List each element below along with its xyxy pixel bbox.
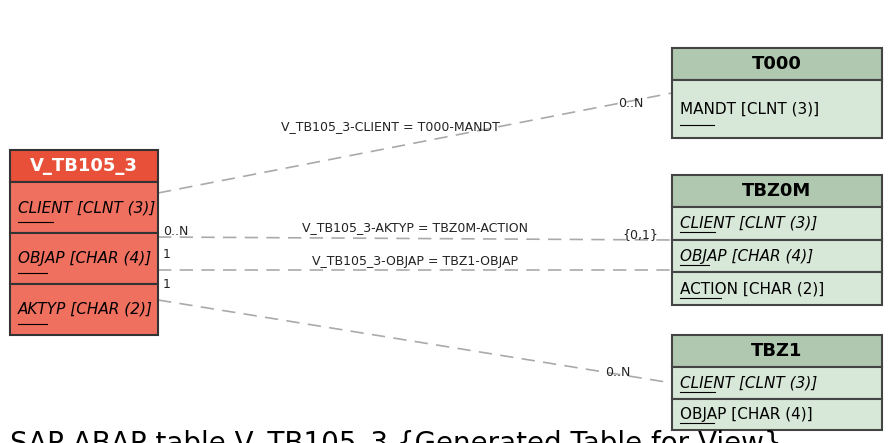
Text: SAP ABAP table V_TB105_3 {Generated Table for View}: SAP ABAP table V_TB105_3 {Generated Tabl… xyxy=(10,430,781,443)
Text: ACTION [CHAR (2)]: ACTION [CHAR (2)] xyxy=(680,281,824,296)
Bar xyxy=(672,207,882,240)
Text: V_TB105_3-AKTYP = TBZ0M-ACTION: V_TB105_3-AKTYP = TBZ0M-ACTION xyxy=(302,222,528,234)
Text: V_TB105_3: V_TB105_3 xyxy=(30,157,138,175)
Bar xyxy=(10,150,158,182)
Text: OBJAP [CHAR (4)]: OBJAP [CHAR (4)] xyxy=(18,251,151,266)
Bar xyxy=(10,284,158,335)
Text: V_TB105_3-OBJAP = TBZ1-OBJAP: V_TB105_3-OBJAP = TBZ1-OBJAP xyxy=(312,256,518,268)
Bar xyxy=(672,240,882,272)
Bar xyxy=(672,175,882,207)
Bar xyxy=(672,367,882,399)
Text: V_TB105_3-CLIENT = T000-MANDT: V_TB105_3-CLIENT = T000-MANDT xyxy=(280,120,499,133)
Text: AKTYP [CHAR (2)]: AKTYP [CHAR (2)] xyxy=(18,302,153,317)
Text: OBJAP [CHAR (4)]: OBJAP [CHAR (4)] xyxy=(680,249,814,264)
Text: T000: T000 xyxy=(752,55,802,73)
Bar xyxy=(672,335,882,367)
Text: CLIENT [CLNT (3)]: CLIENT [CLNT (3)] xyxy=(680,216,817,231)
Bar xyxy=(672,48,882,80)
Text: CLIENT [CLNT (3)]: CLIENT [CLNT (3)] xyxy=(18,200,155,215)
Text: TBZ1: TBZ1 xyxy=(751,342,803,360)
Bar xyxy=(672,80,882,138)
Bar xyxy=(672,399,882,430)
Text: 1: 1 xyxy=(163,249,171,261)
Text: 0..N: 0..N xyxy=(605,366,630,380)
Text: TBZ0M: TBZ0M xyxy=(742,182,812,200)
Text: {0,1}: {0,1} xyxy=(622,229,658,241)
Text: 0..N: 0..N xyxy=(163,225,188,237)
Bar xyxy=(672,272,882,305)
Bar xyxy=(10,182,158,233)
Text: OBJAP [CHAR (4)]: OBJAP [CHAR (4)] xyxy=(680,407,813,422)
Bar xyxy=(10,233,158,284)
Text: MANDT [CLNT (3)]: MANDT [CLNT (3)] xyxy=(680,101,819,117)
Text: 0..N: 0..N xyxy=(618,97,643,109)
Text: 1: 1 xyxy=(163,279,171,291)
Text: CLIENT [CLNT (3)]: CLIENT [CLNT (3)] xyxy=(680,375,817,390)
